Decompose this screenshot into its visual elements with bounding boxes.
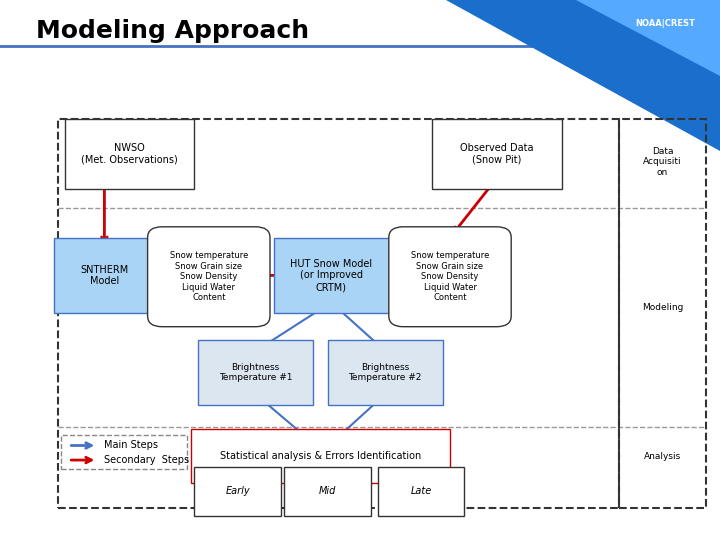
Bar xyxy=(58,119,619,508)
Text: Modeling Approach: Modeling Approach xyxy=(36,19,309,43)
Text: Observed Data
(Snow Pit): Observed Data (Snow Pit) xyxy=(460,143,534,165)
Text: Mid: Mid xyxy=(319,487,336,496)
Bar xyxy=(61,435,187,469)
Text: Analysis: Analysis xyxy=(644,452,681,461)
Bar xyxy=(619,119,706,508)
Text: Secondary  Steps: Secondary Steps xyxy=(104,455,189,465)
Text: Data
Acquisiti
on: Data Acquisiti on xyxy=(643,147,682,177)
Text: NOAA|CREST: NOAA|CREST xyxy=(635,19,695,28)
Text: Modeling: Modeling xyxy=(642,303,683,312)
FancyBboxPatch shape xyxy=(432,119,562,189)
FancyBboxPatch shape xyxy=(198,340,313,405)
Text: Snow temperature
Snow Grain size
Snow Density
Liquid Water
Content: Snow temperature Snow Grain size Snow De… xyxy=(411,252,489,302)
Text: HUT Snow Model
(or Improved
CRTM): HUT Snow Model (or Improved CRTM) xyxy=(290,259,372,292)
Polygon shape xyxy=(576,0,720,76)
FancyBboxPatch shape xyxy=(54,238,155,313)
FancyBboxPatch shape xyxy=(274,238,389,313)
Text: Snow temperature
Snow Grain size
Snow Density
Liquid Water
Content: Snow temperature Snow Grain size Snow De… xyxy=(170,252,248,302)
Text: Main Steps: Main Steps xyxy=(104,441,158,450)
Text: Early: Early xyxy=(225,487,250,496)
FancyBboxPatch shape xyxy=(65,119,194,189)
FancyBboxPatch shape xyxy=(389,227,511,327)
FancyBboxPatch shape xyxy=(284,467,371,516)
FancyBboxPatch shape xyxy=(194,467,281,516)
Text: NWSO
(Met. Observations): NWSO (Met. Observations) xyxy=(81,143,178,165)
FancyBboxPatch shape xyxy=(378,467,464,516)
FancyBboxPatch shape xyxy=(148,227,270,327)
Text: SNTHERM
Model: SNTHERM Model xyxy=(80,265,129,286)
FancyBboxPatch shape xyxy=(328,340,443,405)
FancyBboxPatch shape xyxy=(191,429,450,483)
Text: Brightness
Temperature #2: Brightness Temperature #2 xyxy=(348,363,422,382)
Text: Late: Late xyxy=(410,487,432,496)
Text: Brightness
Temperature #1: Brightness Temperature #1 xyxy=(219,363,292,382)
Polygon shape xyxy=(446,0,720,151)
Text: Statistical analysis & Errors Identification: Statistical analysis & Errors Identifica… xyxy=(220,451,421,461)
